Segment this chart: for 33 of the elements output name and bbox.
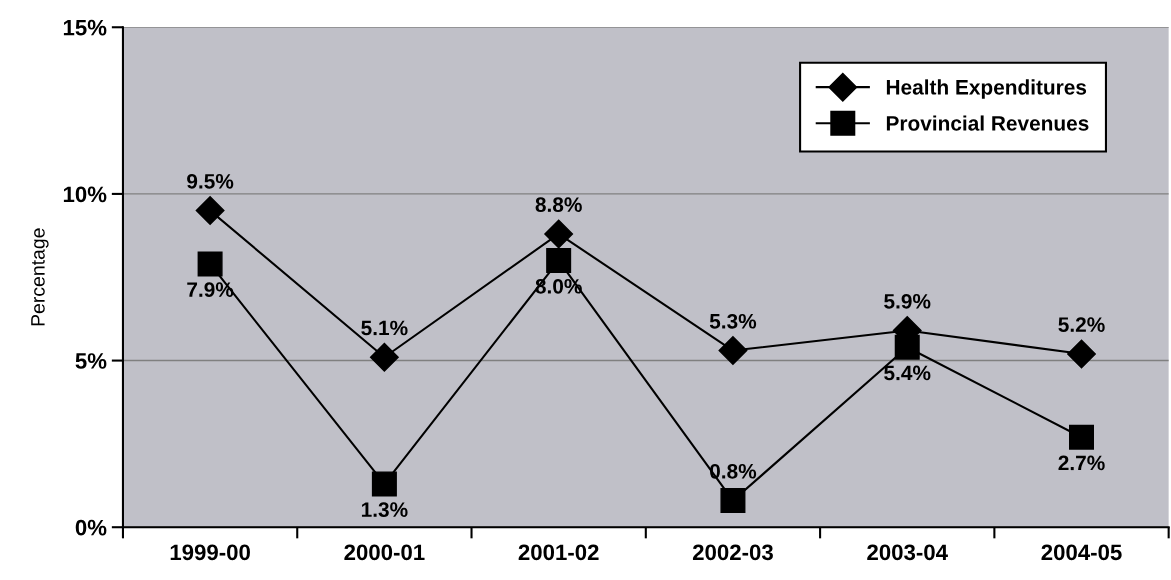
point [544, 219, 574, 249]
data-label: 1.3% [361, 502, 408, 518]
y-tick-label: 0% [75, 519, 107, 536]
y-tick-label: 5% [75, 353, 107, 369]
x-tick-label: 2002-03 [692, 544, 773, 561]
data-label: 9.5% [187, 173, 234, 189]
x-tick-label: 2004-05 [1041, 544, 1122, 561]
point [1069, 424, 1095, 450]
x-tick-label: 2003-04 [867, 544, 948, 561]
x-tick-label: 2001-02 [518, 544, 599, 561]
data-label: 5.4% [884, 365, 931, 381]
legend-label: Health Expenditures [886, 79, 1087, 99]
point [197, 251, 223, 277]
point [371, 471, 397, 497]
point [720, 488, 746, 514]
data-label: 5.1% [361, 320, 408, 336]
legend-label: Provincial Revenues [886, 115, 1089, 131]
point [894, 334, 920, 360]
data-label: 2.7% [1058, 455, 1105, 471]
data-label: 5.2% [1058, 317, 1105, 332]
y-tick-label: 10% [63, 186, 107, 203]
y-axis-title: Percentage [31, 228, 49, 326]
x-tick-label: 2000-01 [344, 544, 425, 561]
data-label: 5.3% [709, 313, 757, 329]
x-tick-label: 1999-00 [170, 544, 250, 561]
data-label: 5.9% [884, 293, 931, 309]
point [195, 196, 225, 226]
point [1067, 339, 1096, 369]
data-label: 8.8% [535, 197, 582, 212]
point [718, 336, 748, 366]
point [546, 248, 572, 274]
point [369, 342, 399, 372]
y-tick-label: 15% [63, 19, 107, 36]
